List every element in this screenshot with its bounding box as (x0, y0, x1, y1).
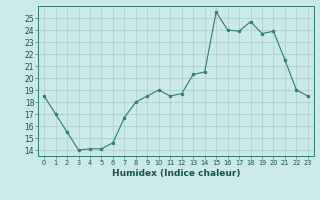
X-axis label: Humidex (Indice chaleur): Humidex (Indice chaleur) (112, 169, 240, 178)
